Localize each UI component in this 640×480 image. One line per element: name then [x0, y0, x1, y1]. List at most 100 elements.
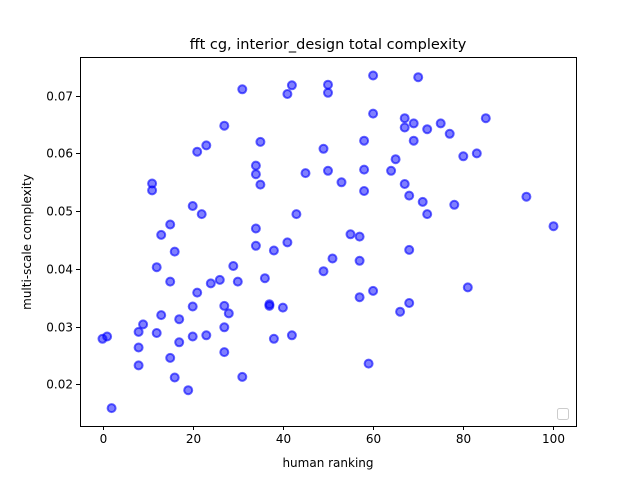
data-point: [205, 278, 216, 289]
data-point: [255, 179, 266, 190]
x-axis-ticks: 0 20 40 60 80 100: [100, 426, 565, 446]
data-point: [277, 302, 288, 313]
data-point: [133, 360, 144, 371]
data-point: [259, 273, 270, 284]
data-point: [548, 221, 559, 232]
data-point: [183, 385, 194, 396]
data-point: [444, 128, 455, 139]
data-point: [300, 168, 311, 179]
y-tick-label: 0.06: [46, 147, 73, 161]
data-point: [232, 276, 243, 287]
data-point: [102, 331, 113, 342]
data-point: [327, 253, 338, 264]
data-point: [219, 300, 230, 311]
data-point: [264, 300, 275, 311]
data-point: [169, 372, 180, 383]
data-point: [404, 244, 415, 255]
data-point: [138, 319, 149, 330]
data-point: [156, 229, 167, 240]
data-point: [399, 179, 410, 189]
data-point: [417, 196, 428, 207]
data-point: [174, 314, 185, 325]
y-axis-label: multi-scale complexity: [20, 174, 34, 310]
data-point: [323, 165, 333, 176]
data-point: [187, 201, 198, 211]
data-point: [133, 326, 144, 337]
data-point: [354, 231, 365, 242]
data-point: [336, 177, 347, 188]
data-point: [201, 140, 212, 151]
data-point: [363, 358, 374, 369]
data-point: [323, 87, 333, 98]
data-point: [250, 240, 261, 251]
data-point: [156, 310, 167, 321]
data-point: [449, 199, 460, 210]
data-point: [399, 113, 410, 124]
data-point: [435, 118, 446, 129]
data-point: [422, 209, 433, 220]
data-point: [165, 219, 176, 230]
data-point: [165, 352, 176, 363]
data-point: [368, 285, 379, 296]
data-point: [192, 146, 203, 157]
x-tick-label: 40: [276, 432, 291, 446]
data-point: [237, 371, 248, 382]
data-point: [354, 292, 365, 303]
y-tick-label: 0.07: [46, 90, 73, 104]
x-tick-label: 20: [186, 432, 201, 446]
y-tick-label: 0.05: [46, 205, 73, 219]
data-point: [255, 136, 266, 147]
x-tick-label: 0: [100, 432, 108, 446]
data-point: [268, 333, 279, 344]
data-point: [192, 287, 203, 298]
data-point: [106, 403, 117, 414]
data-point: [354, 255, 365, 266]
data-point: [408, 118, 419, 129]
data-point: [250, 160, 261, 171]
data-point: [413, 72, 424, 83]
data-point: [318, 143, 329, 154]
data-point: [250, 223, 261, 234]
data-point: [404, 190, 415, 201]
data-point: [395, 306, 406, 317]
data-point: [151, 328, 162, 338]
data-point: [268, 245, 279, 256]
data-point: [282, 237, 293, 248]
data-point: [458, 151, 469, 162]
data-point: [386, 165, 397, 176]
data-point: [368, 108, 379, 119]
x-tick-label: 80: [456, 432, 471, 446]
data-point: [282, 89, 293, 99]
legend-box: [557, 408, 569, 420]
data-point: [169, 246, 180, 257]
data-point: [359, 135, 370, 146]
data-point: [187, 301, 198, 312]
data-point: [291, 209, 302, 220]
data-point: [368, 70, 379, 81]
plot-area-frame: [80, 57, 577, 427]
chart-title: fft cg, interior_design total complexity: [190, 37, 467, 53]
data-point: [219, 347, 230, 358]
data-point: [359, 164, 370, 175]
data-point: [318, 266, 329, 277]
data-points: [97, 70, 559, 414]
data-point: [228, 261, 239, 271]
data-point: [187, 331, 198, 342]
y-tick-label: 0.04: [46, 263, 73, 277]
data-point: [286, 330, 297, 341]
data-point: [471, 148, 482, 159]
data-point: [359, 186, 370, 196]
y-tick-label: 0.02: [46, 378, 73, 392]
x-tick-label: 60: [366, 432, 381, 446]
x-tick-label: 100: [542, 432, 565, 446]
data-point: [237, 84, 248, 95]
data-point: [147, 185, 158, 196]
data-point: [390, 154, 401, 165]
data-point: [521, 191, 532, 202]
data-point: [219, 322, 230, 333]
data-point: [286, 80, 297, 91]
data-point: [404, 298, 415, 308]
y-tick-label: 0.03: [46, 321, 73, 335]
